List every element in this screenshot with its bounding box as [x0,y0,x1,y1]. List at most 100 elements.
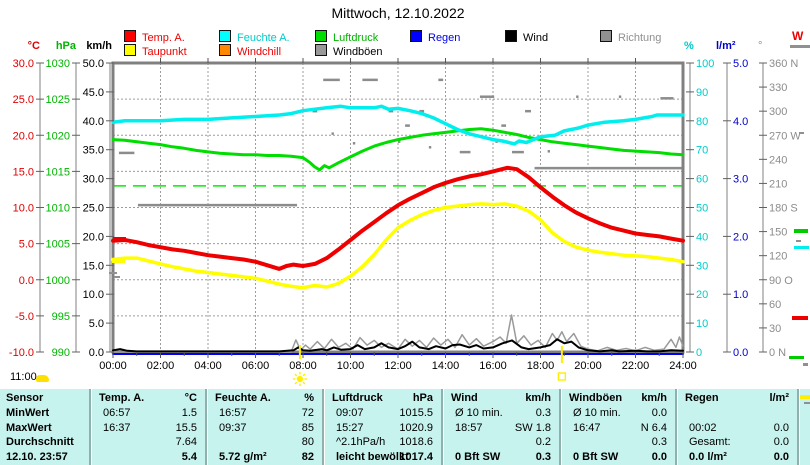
rain-axis-tick-label: 2.0 [733,231,748,243]
table-column-divider [797,389,800,465]
x-axis-label: 22:00 [622,360,650,372]
wind-axis-tick-label: 5.0 [89,318,104,330]
table-row-label: MaxWert [6,422,52,434]
table-cell: 5.4 [181,451,197,463]
cropped-link-label[interactable]: W [792,29,804,43]
temp-legend-swatch [124,30,136,42]
table-cell: 0 Bft SW 0.3 [455,451,551,463]
table-row-label: Sensor [6,392,44,404]
table-cell: ^2.1hPa/h 1018.6 [336,436,433,448]
direction-axis-tick-label: 300 [769,106,787,118]
humidity-axis-tick-label: 60 [696,174,708,186]
temp-axis-tick-label: 25.0 [13,94,34,106]
pressure-axis-tick-label: 995 [52,311,70,323]
table-cell: 0 Bft SW 0.0 [573,451,667,463]
wind-axis-tick-label: 0.0 [89,347,104,359]
table-cell: 16:47 N 6.4 [573,422,667,434]
pressure-axis-tick-label: 990 [52,347,70,359]
wind-axis-tick-label: 25.0 [83,203,104,215]
page-title: Mittwoch, 12.10.2022 [331,5,465,21]
table-cell: leicht bewölkt 1017.4 [336,451,433,463]
table-cell: 7.64 [175,436,197,448]
legend-item-wind: Wind [505,30,548,44]
edge-value-marker [799,132,804,134]
legend-label: Windböen [333,46,383,58]
table-cell: 18:57 SW 1.8 [455,422,551,434]
legend-item-temp: Temp. A. [124,30,185,44]
sunrise-ray [302,373,306,377]
series-dewpoint [111,202,685,290]
rain-axis-tick-label: 1.0 [733,289,748,301]
temp-axis-tick-label: 5.0 [19,239,34,251]
direction-axis-tick-label: 330 [769,82,787,94]
regen-legend-swatch [410,30,422,42]
x-axis-label: 20:00 [574,360,602,372]
temp-axis-tick-label: -10.0 [9,347,34,359]
edge-value-marker [789,356,804,359]
edge-value-marker [113,237,126,241]
x-axis-label: 24:00 [669,360,697,372]
wind-legend-swatch [505,30,517,42]
axis-unit-hpa: hPa [55,40,76,52]
weather-chart: 00:00 02:00 04:00 06:00 08:00 10:00 12:00 14:00… [9,58,809,386]
table-col-header: Temp. A. °C [99,392,197,404]
pressure-axis-tick-label: 1025 [46,94,70,106]
legend-item-luftdruck: Luftdruck [315,30,378,44]
table-column-divider [559,389,562,465]
legend-item-taupunkt: Taupunkt [124,44,187,58]
sunrise-ray [294,373,298,377]
wind-axis-tick-label: 50.0 [83,58,104,70]
wind-axis-tick-label: 20.0 [83,231,104,243]
direction-axis-tick-label: 120 [769,251,787,263]
table-column-divider [89,389,92,465]
pressure-axis-tick-label: 1005 [46,239,70,251]
cropped-panel-marker [804,402,810,404]
direction-axis-tick-label: 60 [769,299,781,311]
sunrise-sun-icon [296,375,304,383]
legend-label: Temp. A. [142,32,185,44]
table-cell: Ø 10 min. 0.0 [573,407,667,419]
table-cell: 00:02 0.0 [689,422,789,434]
axis-unit-percent: % [684,40,694,52]
series-gusts [112,314,684,353]
cropped-link-underline [790,45,810,48]
table-col-header: Regen l/m² [685,392,789,404]
cropped-panel-marker [800,395,810,399]
table-col-header: Wind km/h [451,392,551,404]
taupunkt-legend-swatch [124,44,136,56]
table-cell: 15:27 1020.9 [336,422,433,434]
humidity-axis-tick-label: 0 [696,347,702,359]
temp-axis-tick-label: 20.0 [13,130,34,142]
table-cell: 09:07 1015.5 [336,407,433,419]
table-cell: 16:57 72 [219,407,314,419]
direction-axis-tick-label: 360 N [769,58,798,70]
legend-label: Windchill [237,46,282,58]
pressure-axis-tick-label: 1030 [46,58,70,70]
axis-unit-celsius: °C [27,40,40,52]
table-cell: 5.72 g/m² 82 [219,451,314,463]
temp-axis-tick-label: 15.0 [13,166,34,178]
axis-unit-kmh: km/h [86,40,112,52]
windchill-legend-swatch [219,44,231,56]
humidity-axis-tick-label: 30 [696,260,708,272]
table-row-label: 12.10. 23:57 [6,451,68,463]
table-cell: 0.2 [535,436,551,448]
edge-value-marker [794,246,809,249]
rain-axis-tick-label: 0.0 [733,347,748,359]
wind-axis-tick-label: 10.0 [83,289,104,301]
humidity-axis-tick-label: 70 [696,145,708,157]
richtung-legend-swatch [600,30,612,42]
table-column-divider [322,389,325,465]
humidity-axis-tick-label: 40 [696,231,708,243]
legend-label: Taupunkt [142,46,187,58]
table-column-divider [675,389,678,465]
x-axis-label: 02:00 [147,360,175,372]
x-axis-label: 18:00 [527,360,555,372]
legend-label: Richtung [618,32,662,44]
edge-value-marker [792,316,808,320]
x-axis-label: 12:00 [384,360,412,372]
humidity-axis-tick-label: 50 [696,203,708,215]
pressure-axis-tick-label: 1015 [46,166,70,178]
direction-axis-tick-label: 180 S [769,203,798,215]
